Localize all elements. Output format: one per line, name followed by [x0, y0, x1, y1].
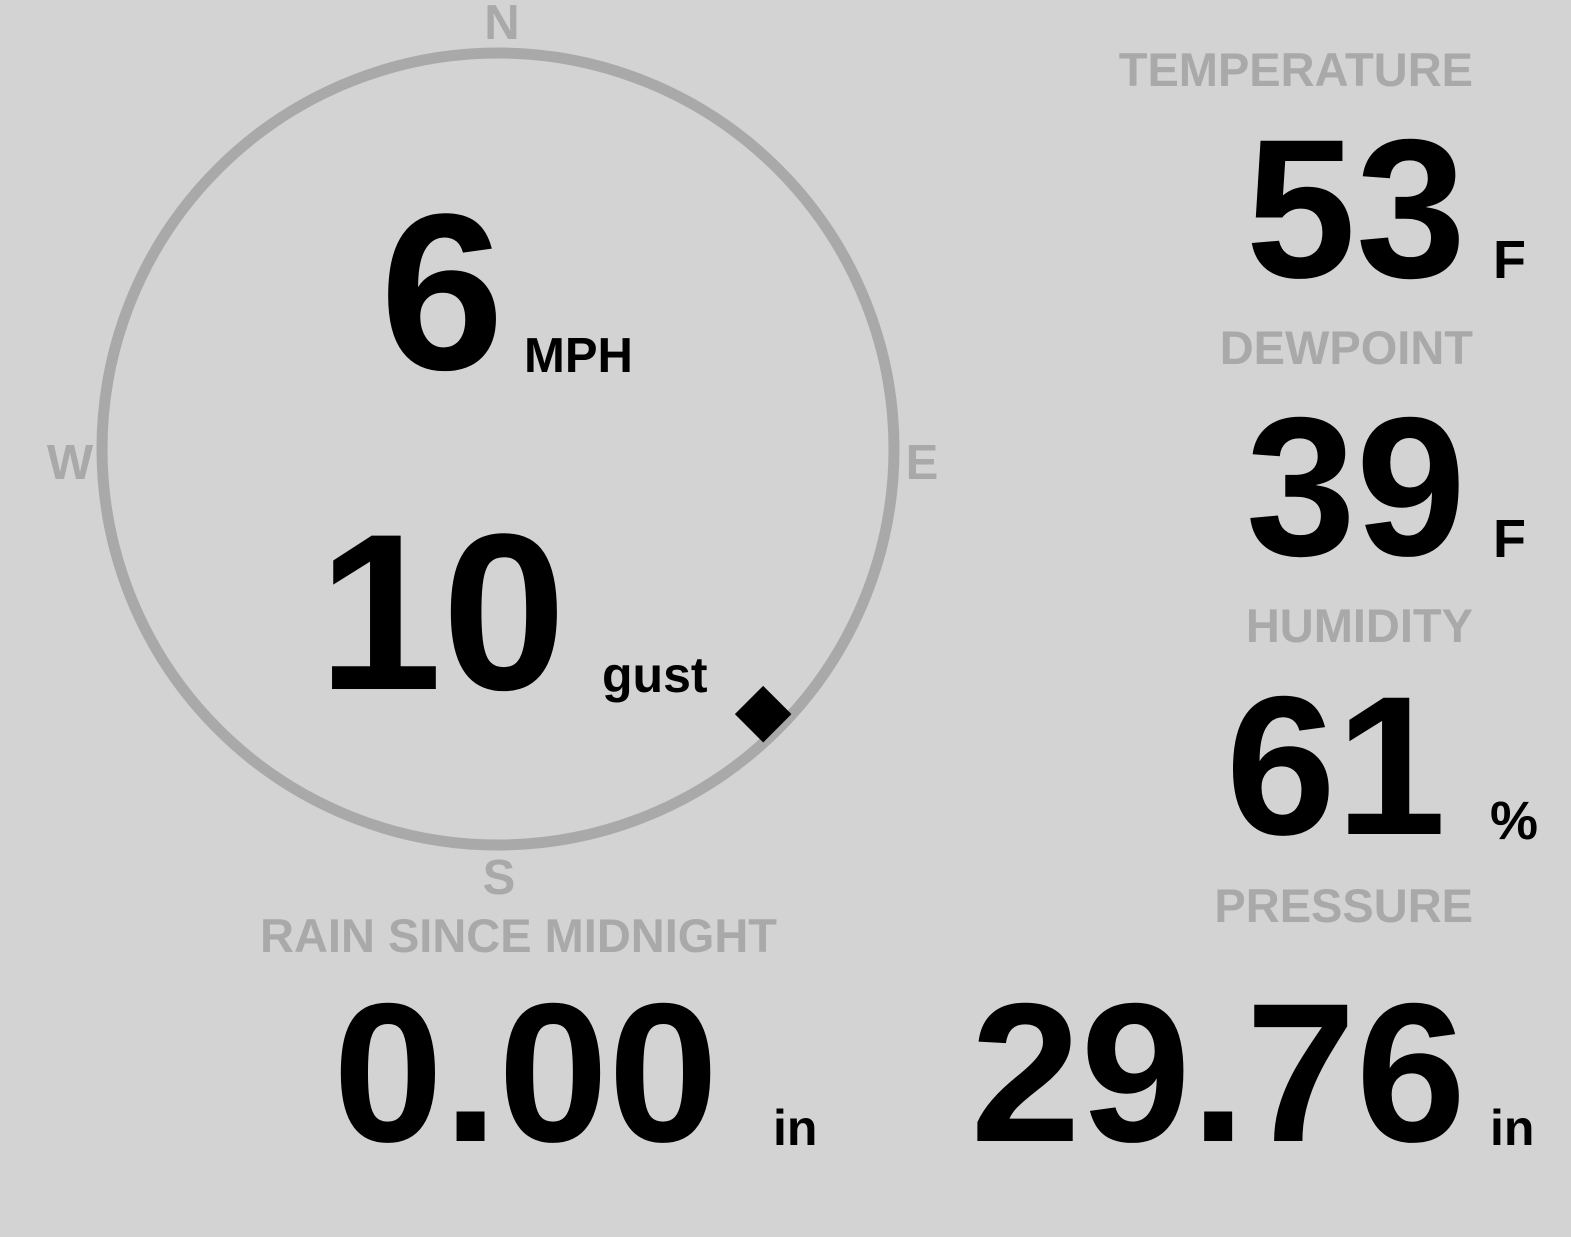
- compass-north-label: N: [484, 0, 520, 50]
- pressure-value: 29.76: [970, 962, 1466, 1183]
- pressure-unit: in: [1490, 1100, 1535, 1156]
- pressure-label: PRESSURE: [1214, 879, 1473, 932]
- compass-east-label: E: [905, 436, 939, 490]
- rain-label: RAIN SINCE MIDNIGHT: [260, 909, 777, 962]
- humidity-unit: %: [1490, 791, 1539, 851]
- wind-speed-unit: MPH: [524, 329, 633, 383]
- compass-south-label: S: [482, 851, 516, 905]
- compass-ring: [96, 47, 900, 851]
- wind-direction-diamond-icon: [734, 685, 792, 743]
- dewpoint-unit: F: [1493, 509, 1526, 569]
- rain-unit: in: [773, 1100, 818, 1156]
- temperature-value: 53: [1245, 98, 1466, 319]
- dewpoint-value: 39: [1245, 376, 1466, 597]
- temperature-unit: F: [1493, 230, 1526, 290]
- wind-gust-unit: gust: [602, 647, 708, 703]
- dewpoint-label: DEWPOINT: [1219, 321, 1473, 374]
- humidity-label: HUMIDITY: [1245, 599, 1473, 652]
- wind-speed-value: 6: [380, 168, 505, 417]
- humidity-value: 61: [1225, 655, 1446, 876]
- rain-value: 0.00: [333, 962, 719, 1183]
- temperature-label: TEMPERATURE: [1118, 43, 1473, 96]
- wind-gust-value: 10: [318, 488, 567, 737]
- compass-west-label: W: [46, 436, 94, 490]
